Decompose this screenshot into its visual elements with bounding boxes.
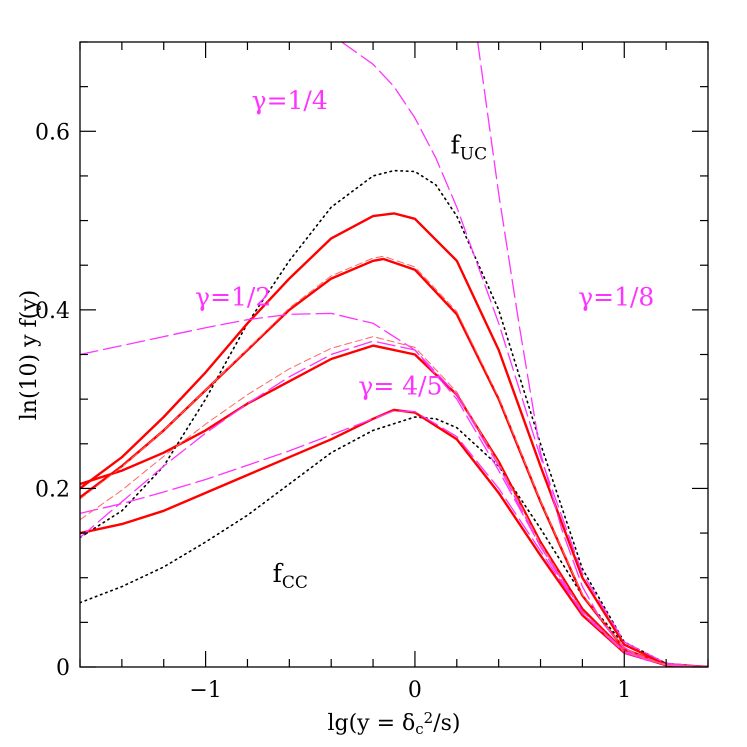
series-line-11 bbox=[80, 410, 708, 667]
annotation: γ=1/4 bbox=[252, 86, 328, 115]
annotation: fUC bbox=[451, 131, 488, 165]
x-axis-label: lg(y = δc2/s) bbox=[327, 709, 460, 738]
annotation: γ=1/8 bbox=[578, 282, 654, 311]
x-tick-label: −1 bbox=[189, 678, 221, 703]
label-layer: −1 0 1 0 0.2 0.4 0.6 bbox=[35, 120, 631, 703]
x-tick-label: 0 bbox=[408, 678, 422, 703]
series-line-10 bbox=[80, 340, 708, 667]
series-line-4 bbox=[80, 257, 708, 667]
y-axis-label: ln(10) y f(y) bbox=[17, 290, 42, 421]
y-tick-label: 0.2 bbox=[35, 477, 70, 502]
series-line-7 bbox=[341, 42, 708, 667]
series-line-9 bbox=[80, 312, 708, 667]
annotation: γ=1/2 bbox=[195, 282, 271, 311]
series-line-1 bbox=[80, 169, 708, 667]
y-tick-label: 0 bbox=[56, 656, 70, 681]
series-line-3 bbox=[80, 212, 708, 667]
annotation: fCC bbox=[273, 559, 308, 593]
y-tick-label: 0.6 bbox=[35, 120, 70, 145]
series-layer bbox=[80, 42, 708, 667]
series-line-5 bbox=[80, 344, 708, 667]
annotation-layer: γ=1/4 γ=1/2 γ=1/8 γ= 4/5 fUC fCC bbox=[195, 86, 654, 593]
series-line-13 bbox=[80, 336, 708, 667]
series-line-6 bbox=[80, 408, 708, 667]
x-tick-label: 1 bbox=[617, 678, 631, 703]
series-line-12 bbox=[80, 255, 708, 667]
y-tick-label: 0.4 bbox=[35, 299, 70, 324]
tick-layer bbox=[79, 41, 709, 668]
annotation: γ= 4/5 bbox=[358, 372, 442, 401]
plot-frame bbox=[79, 41, 709, 668]
